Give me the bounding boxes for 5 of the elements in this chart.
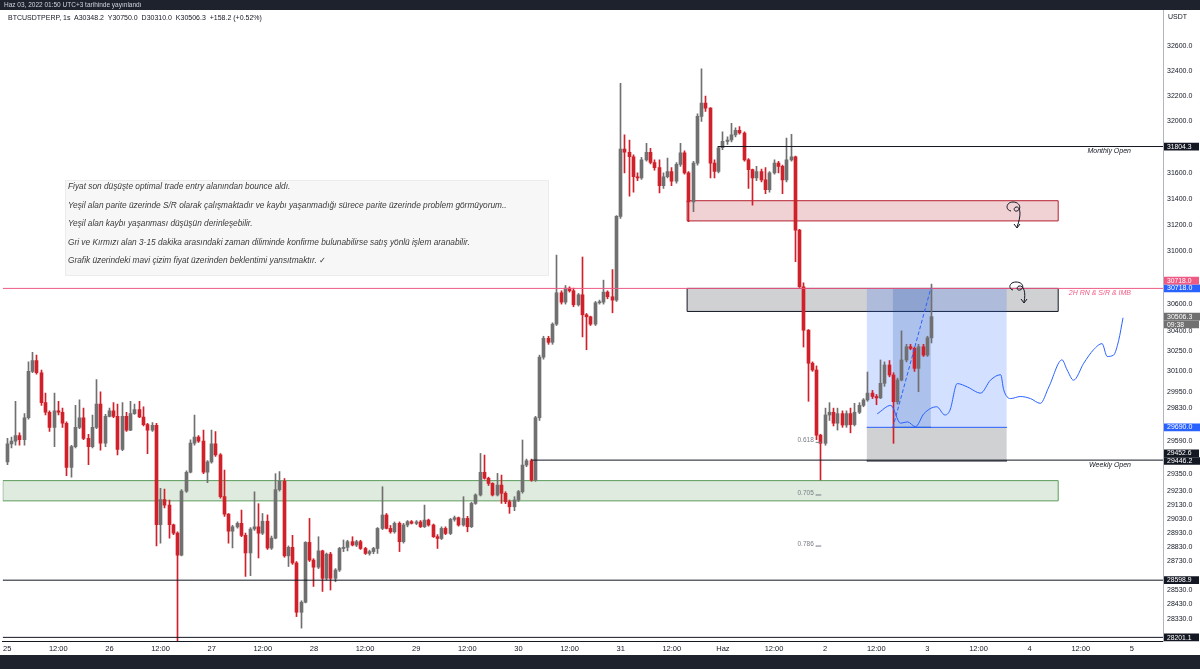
- annotation: Yeşil alan parite üzerinde S/R olarak çalışmaktadır ve kaybı yaşanmadığı sürece parite üzerinde problem görmüyorum..: [68, 198, 508, 212]
- annotation: Grafik üzerindeki mavi çizim fiyat üzerinden beklentimi yansıtmaktır. ✓: [68, 254, 327, 267]
- annotation: Yeşil alan kaybı yaşanması düşüşün derinleşebilir.: [68, 217, 254, 230]
- annotation: Fiyat son düşüşte optimal trade entry alanından bounce aldı.: [68, 180, 292, 193]
- annotation: Gri ve Kırmızı alan 3-15 dakika arasındaki zaman diliminde konfirme bulunabilirse satış yönlü işlem aranabilir.: [68, 235, 471, 249]
